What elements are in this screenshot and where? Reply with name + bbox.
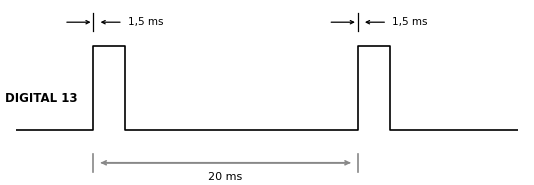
Text: 20 ms: 20 ms — [208, 172, 243, 182]
Text: DIGITAL 13: DIGITAL 13 — [5, 92, 78, 105]
Text: 1,5 ms: 1,5 ms — [128, 17, 163, 27]
Text: 1,5 ms: 1,5 ms — [392, 17, 428, 27]
